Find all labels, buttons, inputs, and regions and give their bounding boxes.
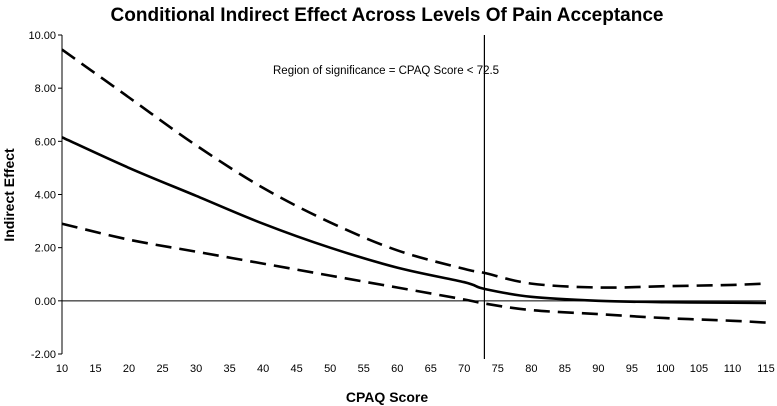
x-axis-label: CPAQ Score [346,389,428,405]
series-line-upper-ci [61,48,767,289]
y-tick-label: 0.00 [35,296,56,308]
y-tick-label: 8.00 [35,83,56,95]
y-tick-label: 10.00 [28,30,56,42]
y-tick-label: -2.00 [31,349,56,361]
x-tick-label: 25 [156,363,168,375]
axes: -2.00 0.00 2.00 4.00 6.00 8.00 10.00 10 15 20 25 30… [28,30,774,375]
x-tick-label: 95 [626,363,638,375]
x-tick-label: 50 [324,363,336,375]
x-tick-label: 40 [257,363,269,375]
x-tick-label: 115 [757,363,775,375]
chart-title: Conditional Indirect Effect Across Level… [111,5,664,26]
x-tick-label: 55 [358,363,370,375]
x-tick-label: 30 [190,363,202,375]
series-line-lower-ci [61,222,767,324]
x-tick-label: 100 [656,363,674,375]
x-tick-label: 70 [458,363,470,375]
y-axis-label: Indirect Effect [1,148,17,242]
x-tick-label: 90 [592,363,604,375]
x-tick-label: 45 [291,363,303,375]
y-tick-label: 2.00 [35,243,56,255]
y-tick-label: 4.00 [35,190,56,202]
series-line-indirect-effect [61,136,767,305]
annotation-text: Region of significance = CPAQ Score < 72… [273,65,499,77]
x-tick-label: 60 [391,363,403,375]
x-tick-label: 35 [223,363,235,375]
x-tick-label: 110 [724,363,742,375]
x-tick-label: 85 [559,363,571,375]
y-tick-label: 6.00 [35,136,56,148]
x-tick-label: 15 [89,363,101,375]
x-tick-label: 10 [56,363,68,375]
x-tick-label: 20 [123,363,135,375]
x-tick-label: 80 [525,363,537,375]
x-tick-label: 75 [492,363,504,375]
series-group [61,48,767,324]
x-tick-label: 65 [425,363,437,375]
x-tick-label: 105 [690,363,708,375]
